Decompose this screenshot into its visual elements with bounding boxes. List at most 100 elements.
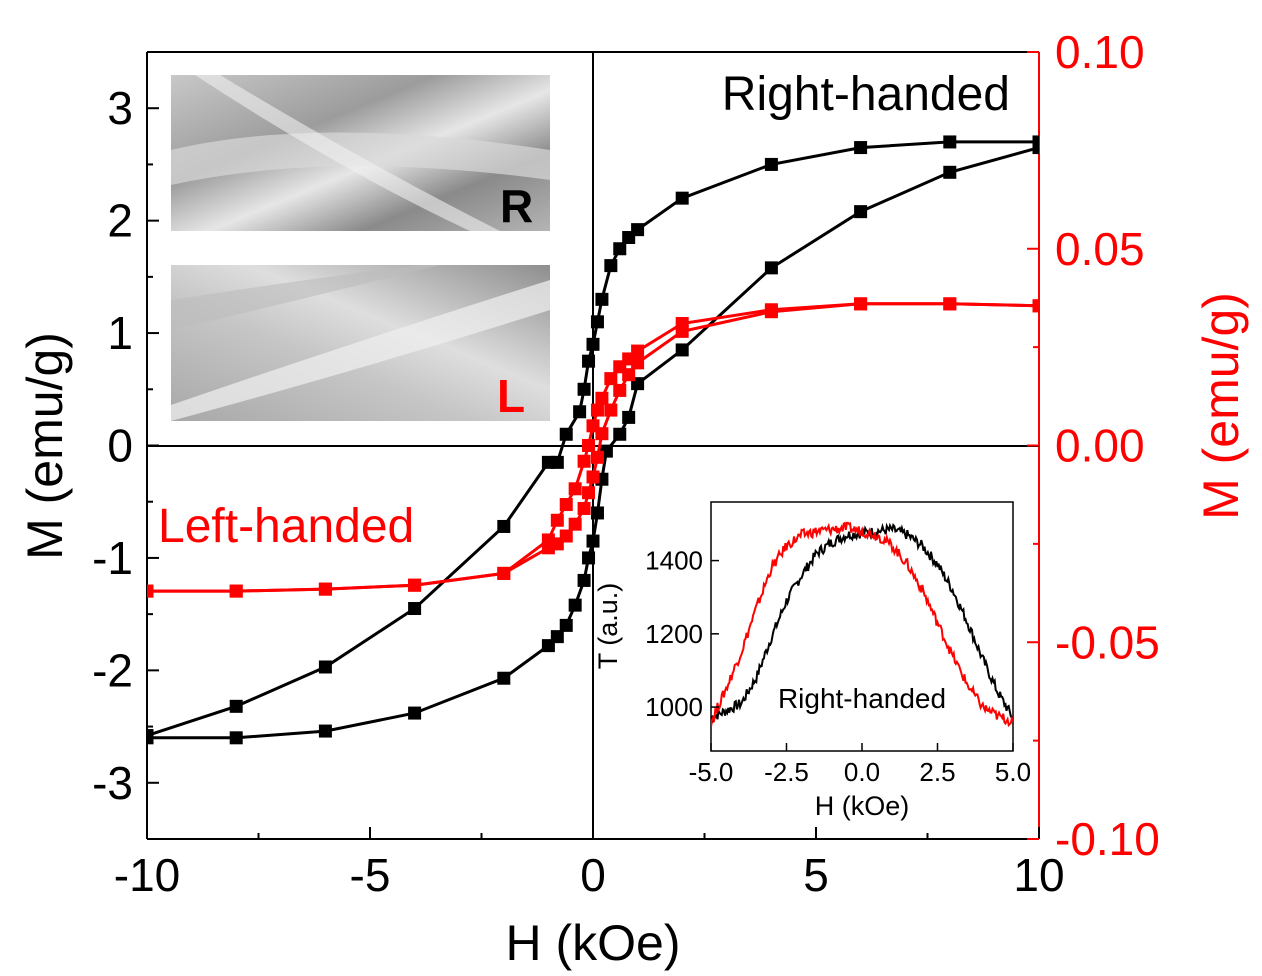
series-marker	[622, 231, 636, 245]
y-axis-title-left: M (emu/g)	[17, 332, 73, 560]
series-marker	[147, 729, 154, 743]
inset-x-tick-label: 0.0	[844, 757, 880, 787]
inset-y-tick-label: 1400	[645, 546, 703, 576]
series-marker	[577, 573, 591, 587]
series-marker	[854, 205, 868, 219]
series-marker	[590, 506, 604, 520]
series-marker	[568, 482, 582, 496]
sem-image-left	[171, 265, 550, 421]
y-right-tick-label: 0.00	[1055, 420, 1145, 472]
series-marker	[229, 584, 243, 598]
y-left-tick-label: 3	[107, 82, 133, 134]
x-tick-label: -5	[350, 849, 391, 901]
series-marker	[408, 578, 422, 592]
series-marker	[408, 706, 422, 720]
annotation-left-handed: Left-handed	[158, 500, 414, 553]
sem-label-l: L	[497, 370, 525, 422]
series-marker	[1032, 135, 1039, 149]
y-left-tick-label: -2	[92, 644, 133, 696]
series-marker	[568, 517, 582, 531]
inset-y-axis-title: T (a.u.)	[593, 583, 623, 670]
series-marker	[577, 501, 591, 515]
series-marker	[764, 261, 778, 275]
series-marker	[943, 135, 957, 149]
series-marker	[559, 427, 573, 441]
series-marker	[675, 191, 689, 205]
series-marker	[854, 297, 868, 311]
inset-ticks: -5.0 -2.5 0.0 2.5 5.0 1000 1200 1400	[645, 546, 1031, 787]
inset-y-tick-label: 1000	[645, 692, 703, 722]
series-marker	[582, 354, 596, 368]
series-marker	[497, 671, 511, 685]
y-right-tick-label: -0.05	[1055, 616, 1160, 668]
series-marker	[675, 343, 689, 357]
series-marker	[595, 391, 609, 405]
series-marker	[582, 486, 596, 500]
series-marker	[559, 618, 573, 632]
series-marker	[497, 519, 511, 533]
series-marker	[604, 403, 618, 417]
series-marker	[943, 297, 957, 311]
inset-x-tick-label: -5.0	[689, 757, 734, 787]
series-marker	[318, 582, 332, 596]
x-tick-label: 5	[803, 849, 829, 901]
y-left-tick-label: -3	[92, 757, 133, 809]
annotation-right-handed: Right-handed	[722, 68, 1010, 121]
series-marker	[550, 513, 564, 527]
y-left-tick-label: 2	[107, 195, 133, 247]
series-marker	[613, 383, 627, 397]
y-axis-title-right: M (emu/g)	[1193, 292, 1249, 520]
series-marker	[764, 303, 778, 317]
series-marker	[318, 660, 332, 674]
series-marker	[675, 317, 689, 331]
series-marker	[577, 454, 591, 468]
series-marker	[550, 630, 564, 644]
x-tick-label: -10	[114, 849, 180, 901]
series-marker	[586, 534, 600, 548]
y-right-tick-label: 0.10	[1055, 26, 1145, 78]
series-marker	[582, 439, 596, 452]
inset-y-tick-label: 1200	[645, 619, 703, 649]
series-marker	[590, 315, 604, 329]
series-marker	[229, 699, 243, 713]
y-left-tick-label: 1	[107, 307, 133, 359]
series-marker	[586, 337, 600, 351]
series-marker	[764, 157, 778, 171]
series-marker	[622, 410, 636, 424]
y-right-tick-label: 0.05	[1055, 223, 1145, 275]
series-marker	[604, 259, 618, 273]
inset-series	[711, 521, 1013, 728]
inset-trace	[711, 521, 1013, 728]
inset-annotation: Right-handed	[778, 683, 946, 714]
series-marker	[1032, 299, 1039, 313]
series-marker	[613, 427, 627, 441]
series-marker	[586, 470, 600, 484]
series-marker	[613, 360, 627, 374]
x-tick-label: 0	[580, 849, 606, 901]
inset-x-axis-title: H (kOe)	[815, 791, 910, 821]
series-marker	[497, 566, 511, 580]
series-marker	[559, 498, 573, 512]
y-right-tick-label: -0.10	[1055, 813, 1160, 865]
series-marker	[943, 165, 957, 179]
x-tick-label: 10	[1013, 849, 1064, 901]
main-series	[147, 135, 1039, 745]
series-marker	[582, 551, 596, 565]
series-marker	[318, 724, 332, 738]
series-marker	[595, 292, 609, 306]
series-marker	[854, 141, 868, 155]
series-marker	[147, 584, 154, 598]
series-marker	[408, 602, 422, 616]
series-marker	[541, 533, 555, 547]
sem-label-r: R	[500, 180, 533, 232]
series-marker	[613, 242, 627, 256]
sem-image-right	[171, 75, 550, 231]
series-marker	[604, 372, 618, 386]
series-marker	[568, 598, 582, 612]
inset-x-tick-label: -2.5	[764, 757, 809, 787]
series-marker	[590, 403, 604, 417]
main-ticks: -10 -5 0 5 10-3-2-10123-0.10-0.050.000.050.1…	[92, 26, 1160, 901]
inset-plot-frame	[710, 501, 1014, 752]
y-left-tick-label: 0	[107, 420, 133, 472]
